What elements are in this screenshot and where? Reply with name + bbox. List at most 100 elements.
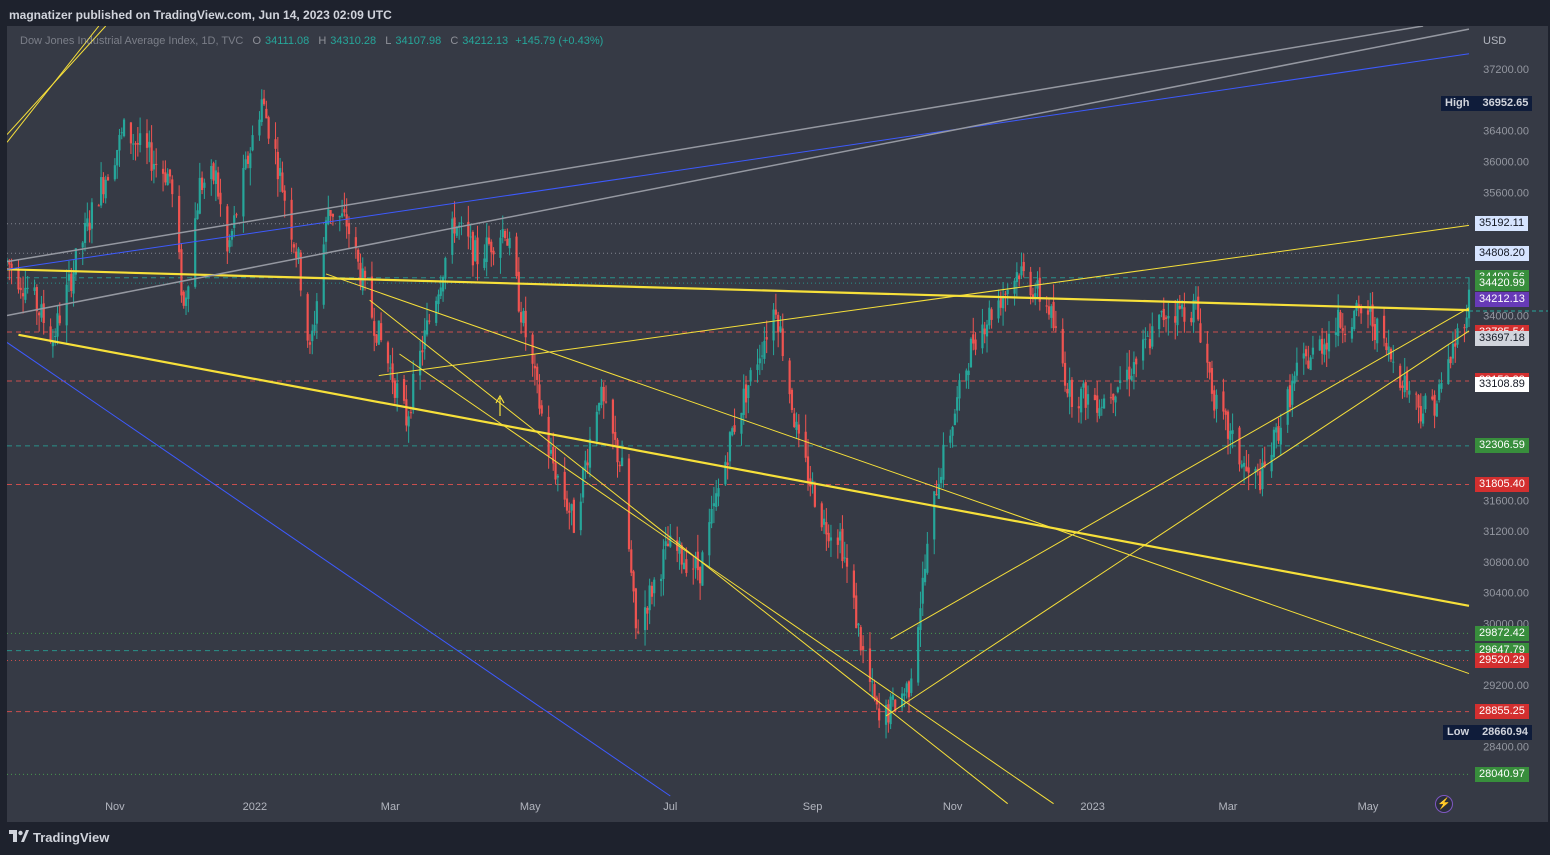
candle-body [614,431,617,440]
candle-body [951,426,954,436]
candle-body [524,310,527,338]
candle-body [377,320,380,345]
candle-body [70,273,73,291]
candle-body [386,342,390,364]
candle-body [845,557,849,567]
candle-body [1392,361,1395,363]
candle-body [985,324,989,337]
tradingview-logo-icon [9,830,29,842]
candle-body [517,271,520,312]
candle-body [1286,389,1289,425]
candle-body [1261,462,1264,489]
trendline [885,330,1470,717]
candle-body [134,143,137,145]
candle-body [598,402,601,411]
candle-body [1307,360,1310,369]
candle-body [820,503,823,528]
candle-body [522,310,525,324]
candle-body [861,646,865,650]
candle-body [24,287,27,300]
candle-body [1403,375,1406,393]
candle-body [701,552,704,586]
candle-body [1114,396,1117,403]
candle-body [180,249,183,296]
candle-body [196,210,199,220]
publish-info: magnatizer published on TradingView.com,… [9,8,392,22]
candle-body [579,501,582,531]
candle-body [1371,304,1374,327]
candle-body [1194,300,1197,302]
flash-icon[interactable]: ⚡ [1435,795,1453,813]
candle-body [1465,317,1468,328]
candle-body [965,370,968,381]
candle-body [804,431,807,458]
candle-body [1093,394,1096,400]
candle-body [1063,362,1067,386]
candle-body [299,252,302,291]
candle-body [552,446,555,464]
price-label: 29872.42 [1475,625,1529,641]
candle-body [17,268,20,290]
candle-body [1160,311,1163,313]
candle-body [210,166,213,180]
candle-body [409,412,413,414]
candle-body [88,222,91,231]
candle-body [274,139,277,149]
candle-body [1334,332,1337,335]
chart-pane[interactable]: Nov 2022 Mar May Jul Sep Nov 2023 Mar May 37200.0… [7,26,1548,822]
candle-body [435,300,438,323]
candle-body [219,192,222,205]
price-chart[interactable]: Nov 2022 Mar May Jul Sep Nov 2023 Mar May 37200.0… [7,26,1548,822]
candle-body [1144,338,1147,340]
candle-body [313,324,316,332]
candle-body [1077,406,1080,409]
candle-body [21,293,25,297]
candle-body [1020,266,1023,276]
candle-body [324,220,328,242]
price-label: 33697.18 [1475,331,1529,347]
candle-body [1006,289,1009,295]
candle-body [118,134,121,151]
trendlines [7,26,1470,805]
y-tick-label: 36000.00 [1483,157,1529,169]
candle-body [506,238,509,246]
trendline [7,26,107,135]
candle-body [1229,430,1232,441]
candle-body [380,323,383,341]
candle-body [790,389,794,410]
candle-body [391,363,394,383]
candle-body [249,153,252,169]
candle-body [164,172,167,183]
candle-body [492,250,495,255]
candle-body [740,412,743,434]
candle-body [871,681,874,683]
candle-body [8,260,11,265]
candle-body [469,236,472,238]
candle-body [1050,306,1053,318]
candle-body [26,287,29,289]
candle-body [972,334,975,344]
candle-body [618,464,621,467]
candle-body [359,262,362,286]
trendline [890,307,1470,640]
candle-body [611,399,615,434]
candle-body [90,202,94,229]
candle-body [903,693,906,696]
candle-body [829,537,833,541]
y-tick-label: 28400.00 [1483,742,1529,754]
candle-body [171,179,174,195]
candle-body [214,170,217,184]
candle-body [1158,314,1161,330]
candle-body [267,117,270,139]
candle-body [1132,362,1136,374]
symbol-name: Dow Jones Industrial Average Index, 1D, … [20,35,244,47]
candle-body [331,213,335,217]
candle-body [1102,398,1106,409]
candle-body [1084,382,1087,408]
candle-body [616,439,619,463]
price-label: 34212.13 [1475,291,1529,307]
candle-body [1263,461,1266,467]
candle-body [67,274,71,281]
candle-body [547,416,550,457]
candle-body [1385,342,1388,351]
